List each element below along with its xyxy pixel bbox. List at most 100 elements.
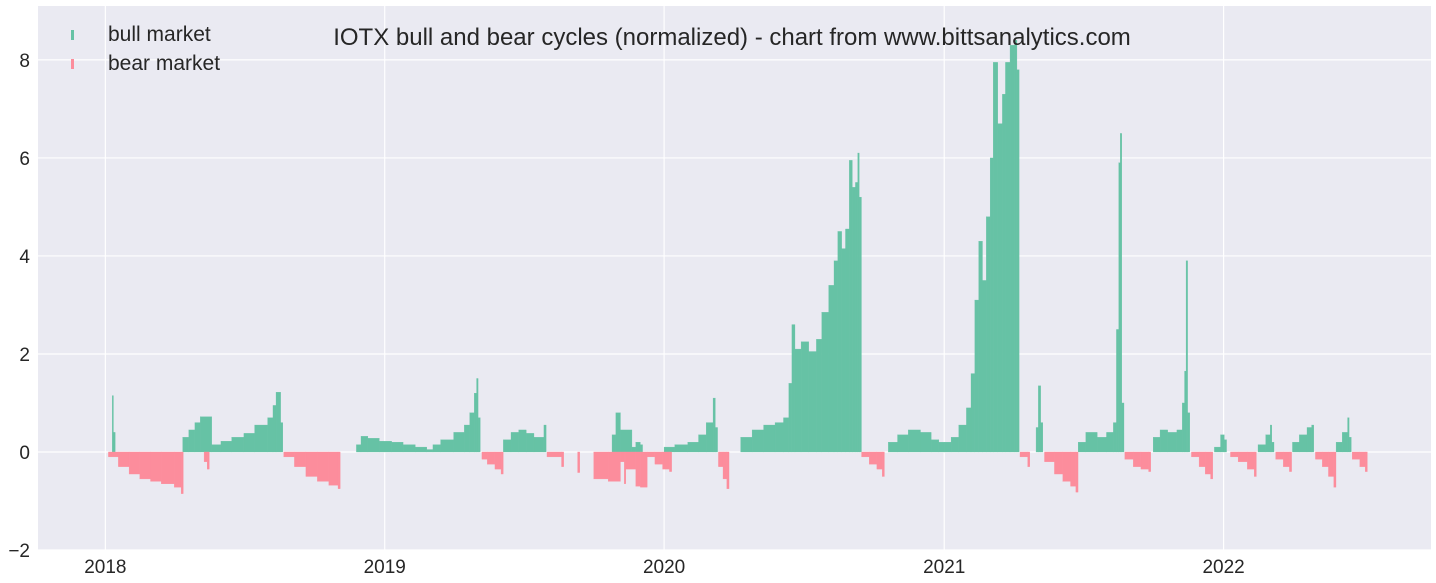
bear-bar — [654, 451, 663, 465]
bull-bar — [1176, 429, 1183, 453]
bull-bar — [859, 196, 862, 453]
bear-bar — [1198, 451, 1206, 467]
bull-bar — [674, 444, 688, 453]
bull-bar — [275, 392, 281, 453]
bull-bar — [849, 160, 853, 453]
bull-bar — [1335, 442, 1343, 453]
bull-bar — [974, 299, 979, 453]
bear-bar — [1352, 451, 1360, 460]
bear-bar — [1283, 451, 1290, 467]
bear-bar — [1205, 451, 1211, 475]
bull-bar — [635, 442, 641, 453]
legend-swatch-bull — [71, 30, 74, 40]
bull-bar — [828, 285, 835, 453]
x-tick-label: 2019 — [364, 557, 406, 578]
bull-bar — [426, 449, 434, 453]
bear-bar — [1027, 451, 1030, 467]
bear-bar — [669, 451, 672, 472]
bear-bar — [861, 451, 870, 458]
x-tick-label: 2018 — [84, 557, 126, 578]
bull-bar — [415, 446, 427, 453]
bear-bar — [662, 451, 670, 470]
bull-bar — [631, 446, 636, 453]
bear-bar — [108, 451, 119, 458]
bull-bar — [1038, 385, 1041, 453]
bear-bar — [1237, 451, 1248, 462]
y-tick-label: 4 — [19, 247, 30, 268]
bull-bar — [1009, 45, 1015, 453]
bear-bar — [1359, 451, 1366, 467]
bull-bar — [982, 280, 987, 453]
bull-bar — [1002, 94, 1006, 453]
bull-bar — [402, 444, 416, 453]
bull-bar — [978, 241, 983, 453]
bull-bar — [715, 427, 718, 453]
bull-bar — [783, 417, 789, 453]
bear-bar — [1140, 451, 1149, 470]
bear-bar — [305, 451, 318, 477]
bull-bar — [931, 439, 940, 453]
bull-bar — [1292, 442, 1300, 453]
bull-bar — [1257, 444, 1266, 453]
bear-bar — [150, 451, 162, 482]
bull-bar — [997, 123, 1003, 453]
bull-bar — [989, 157, 994, 453]
bull-bar — [1271, 442, 1275, 453]
bull-bar — [897, 434, 909, 453]
bull-bar — [816, 339, 822, 453]
bear-bar — [1315, 451, 1323, 460]
bull-bar — [1220, 434, 1225, 453]
x-tick-label: 2021 — [923, 557, 965, 578]
bull-bar — [611, 434, 617, 453]
bear-bar — [294, 451, 307, 467]
bear-bar — [128, 451, 140, 475]
bear-bar — [1247, 451, 1255, 470]
bull-bar — [432, 444, 441, 453]
bear-bar — [1289, 451, 1292, 472]
bear-bar — [876, 451, 883, 470]
bear-bar — [718, 451, 724, 467]
x-tick-label: 2020 — [643, 557, 685, 578]
bull-bar — [1306, 427, 1312, 453]
bull-bar — [833, 260, 838, 453]
bull-bar — [200, 416, 212, 453]
bull-bar — [254, 424, 268, 453]
bull-bar — [440, 439, 454, 453]
bear-bar — [1322, 451, 1329, 467]
bull-bar — [1078, 442, 1086, 453]
bull-bar — [231, 437, 245, 453]
bull-bar — [1311, 424, 1314, 453]
bull-bar — [1224, 439, 1227, 453]
bear-bar — [337, 451, 341, 489]
bull-bar — [920, 432, 932, 453]
chart-title: IOTX bull and bear cycles (normalized) -… — [333, 24, 1131, 51]
legend-label-bear: bear market — [108, 52, 220, 75]
bear-bar — [139, 451, 151, 480]
bear-bar — [206, 451, 210, 470]
bull-bar — [1184, 370, 1187, 453]
bull-bar — [391, 442, 404, 453]
bull-bar — [1299, 434, 1308, 453]
bear-bar — [608, 451, 621, 482]
bull-bar — [1270, 424, 1272, 453]
bull-bar — [243, 433, 255, 453]
bull-bar — [841, 248, 846, 453]
bear-bar — [161, 451, 175, 484]
bear-bar — [1333, 451, 1337, 488]
bull-bar — [950, 437, 959, 453]
bull-bar — [367, 438, 380, 453]
bull-bar — [476, 378, 479, 453]
bear-bar — [1191, 451, 1200, 458]
y-tick-label: 8 — [19, 51, 30, 72]
bear-bar — [625, 451, 636, 470]
bear-bar — [1019, 451, 1028, 458]
bull-bar — [533, 437, 545, 453]
bull-bar — [379, 441, 392, 453]
bull-bar — [712, 397, 716, 453]
bear-bar — [726, 451, 730, 489]
bear-bar — [1133, 451, 1142, 467]
legend-label-bull: bull market — [108, 23, 211, 46]
bull-bar — [888, 442, 898, 453]
